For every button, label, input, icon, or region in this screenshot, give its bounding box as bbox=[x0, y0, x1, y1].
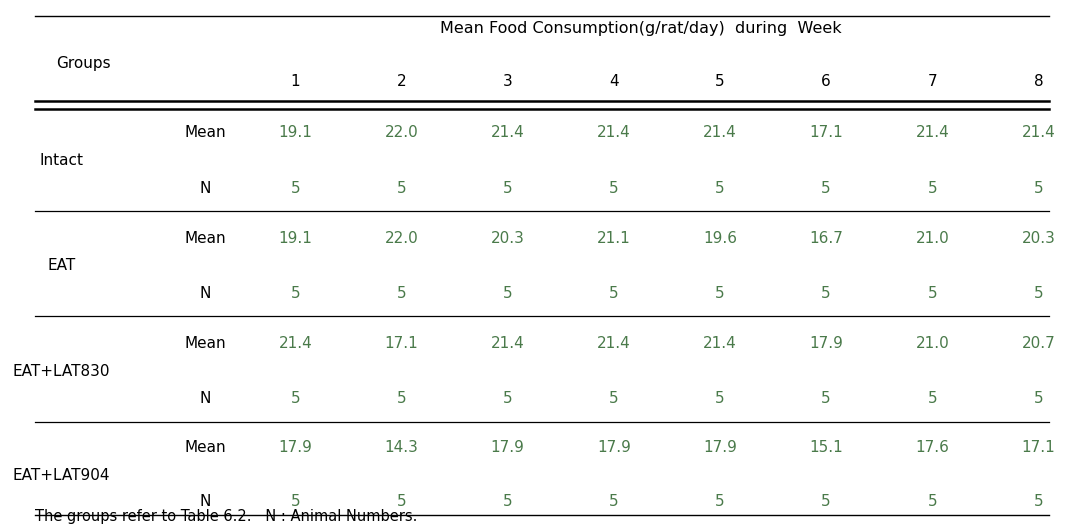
Text: 5: 5 bbox=[928, 391, 937, 406]
Text: 5: 5 bbox=[503, 286, 512, 301]
Text: 17.9: 17.9 bbox=[809, 336, 843, 351]
Text: 5: 5 bbox=[503, 181, 512, 196]
Text: 5: 5 bbox=[396, 391, 406, 406]
Text: 1: 1 bbox=[291, 74, 300, 89]
Text: 5: 5 bbox=[716, 494, 725, 509]
Text: 2: 2 bbox=[396, 74, 406, 89]
Text: 17.1: 17.1 bbox=[384, 336, 419, 351]
Text: 21.1: 21.1 bbox=[596, 231, 630, 246]
Text: 5: 5 bbox=[609, 181, 619, 196]
Text: 21.4: 21.4 bbox=[491, 336, 524, 351]
Text: 19.6: 19.6 bbox=[703, 231, 737, 246]
Text: 19.1: 19.1 bbox=[278, 231, 312, 246]
Text: 5: 5 bbox=[928, 181, 937, 196]
Text: The groups refer to Table 6.2.   N : Animal Numbers.: The groups refer to Table 6.2. N : Anima… bbox=[35, 509, 417, 524]
Text: 5: 5 bbox=[716, 391, 725, 406]
Text: 4: 4 bbox=[609, 74, 619, 89]
Text: 21.4: 21.4 bbox=[491, 125, 524, 140]
Text: 5: 5 bbox=[821, 181, 831, 196]
Text: 17.9: 17.9 bbox=[278, 441, 312, 455]
Text: 21.0: 21.0 bbox=[916, 336, 949, 351]
Text: N: N bbox=[199, 494, 211, 509]
Text: N: N bbox=[199, 286, 211, 301]
Text: Mean Food Consumption(g/rat/day)  during  Week: Mean Food Consumption(g/rat/day) during … bbox=[440, 22, 841, 36]
Text: 22.0: 22.0 bbox=[384, 125, 419, 140]
Text: 21.4: 21.4 bbox=[703, 125, 737, 140]
Text: 21.0: 21.0 bbox=[916, 231, 949, 246]
Text: Mean: Mean bbox=[184, 441, 226, 455]
Text: 6: 6 bbox=[821, 74, 831, 89]
Text: 5: 5 bbox=[821, 286, 831, 301]
Text: 20.3: 20.3 bbox=[491, 231, 525, 246]
Text: 17.1: 17.1 bbox=[809, 125, 843, 140]
Text: 5: 5 bbox=[821, 391, 831, 406]
Text: 5: 5 bbox=[1034, 181, 1044, 196]
Text: 5: 5 bbox=[928, 494, 937, 509]
Text: Intact: Intact bbox=[39, 153, 84, 168]
Text: 17.9: 17.9 bbox=[491, 441, 525, 455]
Text: EAT: EAT bbox=[48, 258, 76, 273]
Text: 5: 5 bbox=[396, 286, 406, 301]
Text: Groups: Groups bbox=[55, 56, 111, 71]
Text: 17.9: 17.9 bbox=[596, 441, 630, 455]
Text: 20.3: 20.3 bbox=[1021, 231, 1055, 246]
Text: 5: 5 bbox=[1034, 494, 1044, 509]
Text: 20.7: 20.7 bbox=[1021, 336, 1055, 351]
Text: 5: 5 bbox=[821, 494, 831, 509]
Text: 5: 5 bbox=[396, 181, 406, 196]
Text: 21.4: 21.4 bbox=[596, 125, 630, 140]
Text: 5: 5 bbox=[291, 181, 300, 196]
Text: 16.7: 16.7 bbox=[809, 231, 843, 246]
Text: 5: 5 bbox=[716, 74, 725, 89]
Text: 3: 3 bbox=[503, 74, 512, 89]
Text: 21.4: 21.4 bbox=[703, 336, 737, 351]
Text: 19.1: 19.1 bbox=[278, 125, 312, 140]
Text: 21.4: 21.4 bbox=[1021, 125, 1055, 140]
Text: 15.1: 15.1 bbox=[809, 441, 843, 455]
Text: 5: 5 bbox=[716, 286, 725, 301]
Text: 5: 5 bbox=[609, 286, 619, 301]
Text: Mean: Mean bbox=[184, 125, 226, 140]
Text: N: N bbox=[199, 181, 211, 196]
Text: 14.3: 14.3 bbox=[384, 441, 419, 455]
Text: 17.9: 17.9 bbox=[703, 441, 737, 455]
Text: 5: 5 bbox=[503, 494, 512, 509]
Text: EAT+LAT904: EAT+LAT904 bbox=[13, 468, 111, 483]
Text: 17.6: 17.6 bbox=[915, 441, 949, 455]
Text: 5: 5 bbox=[1034, 391, 1044, 406]
Text: 5: 5 bbox=[928, 286, 937, 301]
Text: 5: 5 bbox=[716, 181, 725, 196]
Text: Mean: Mean bbox=[184, 336, 226, 351]
Text: 17.1: 17.1 bbox=[1021, 441, 1055, 455]
Text: 5: 5 bbox=[1034, 286, 1044, 301]
Text: 5: 5 bbox=[396, 494, 406, 509]
Text: 21.4: 21.4 bbox=[916, 125, 949, 140]
Text: 5: 5 bbox=[291, 391, 300, 406]
Text: 7: 7 bbox=[928, 74, 937, 89]
Text: 5: 5 bbox=[291, 494, 300, 509]
Text: 21.4: 21.4 bbox=[278, 336, 312, 351]
Text: 5: 5 bbox=[609, 391, 619, 406]
Text: 5: 5 bbox=[609, 494, 619, 509]
Text: 8: 8 bbox=[1034, 74, 1044, 89]
Text: 5: 5 bbox=[503, 391, 512, 406]
Text: 5: 5 bbox=[291, 286, 300, 301]
Text: 22.0: 22.0 bbox=[384, 231, 419, 246]
Text: 21.4: 21.4 bbox=[596, 336, 630, 351]
Text: Mean: Mean bbox=[184, 231, 226, 246]
Text: EAT+LAT830: EAT+LAT830 bbox=[13, 364, 111, 378]
Text: N: N bbox=[199, 391, 211, 406]
